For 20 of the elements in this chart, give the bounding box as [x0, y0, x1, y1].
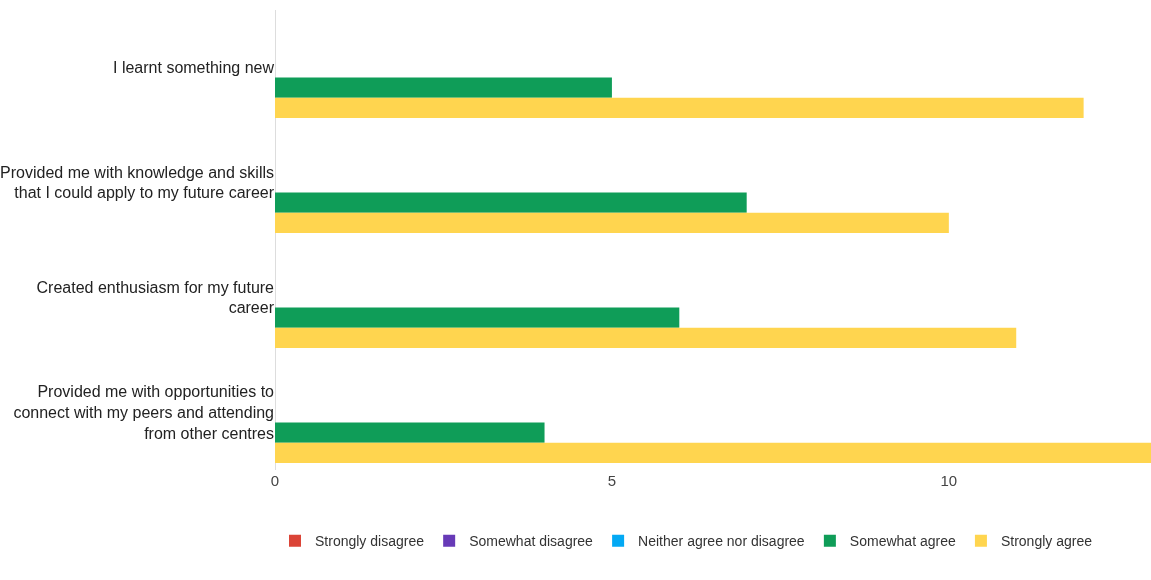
y-tick-label: Provided me with knowledge and skills that I could apply to my future career [0, 163, 275, 202]
y-tick-label: Created enthusiasm for my future career [36, 278, 275, 317]
bar [275, 97, 1084, 119]
x-tick-label: 5 [607, 472, 617, 489]
legend-label: Somewhat agree [849, 533, 956, 550]
bar [275, 327, 1017, 349]
legend-label: Somewhat disagree [469, 533, 594, 550]
y-tick-label: Provided me with opportunities to connect with my peers and attending from other centres [13, 383, 275, 442]
x-tick-label: 0 [270, 472, 280, 489]
legend-label: Strongly agree [1000, 533, 1093, 550]
bar [275, 442, 1151, 464]
legend-label: Neither agree nor disagree [638, 533, 805, 550]
bar [275, 307, 680, 328]
x-tick-label: 10 [940, 472, 958, 489]
bar [275, 212, 949, 234]
bar [275, 192, 747, 213]
legend-label: Strongly disagree [315, 533, 425, 550]
bar [275, 77, 612, 98]
y-tick-label: I learnt something new [113, 59, 275, 77]
bar [275, 422, 545, 443]
